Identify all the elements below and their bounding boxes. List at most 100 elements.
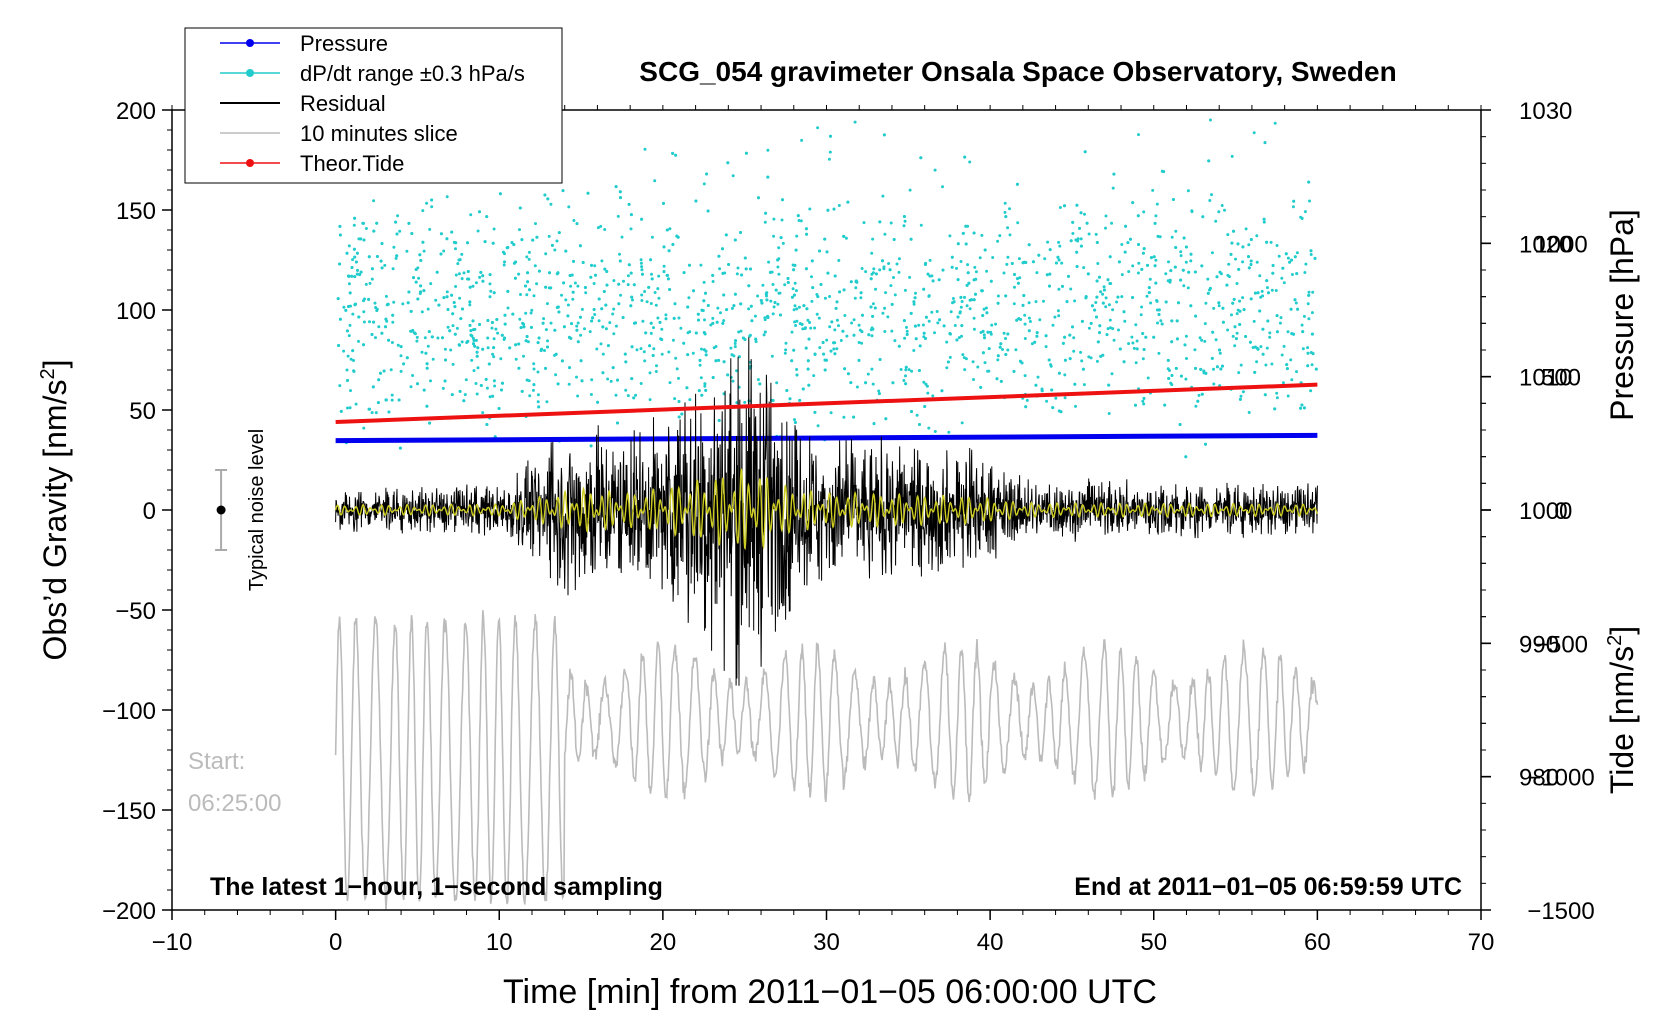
dpdt-point (533, 264, 537, 268)
dpdt-point (907, 368, 911, 372)
dpdt-point (799, 219, 803, 223)
dpdt-point (768, 270, 772, 274)
dpdt-point (927, 319, 931, 323)
dpdt-point (385, 303, 389, 307)
dpdt-point (1241, 390, 1245, 394)
dpdt-point (657, 274, 661, 278)
dpdt-point (570, 273, 574, 277)
dpdt-point (1179, 374, 1183, 378)
dpdt-point (1075, 250, 1079, 254)
dpdt-point (1238, 299, 1242, 303)
dpdt-point (488, 273, 492, 277)
pressure-tick-label: 1030 (1519, 98, 1572, 125)
dpdt-point (776, 302, 780, 306)
dpdt-point (606, 344, 610, 348)
dpdt-point (1031, 260, 1035, 264)
dpdt-point (966, 271, 970, 275)
dpdt-point (1182, 236, 1186, 240)
dpdt-point (511, 312, 515, 316)
dpdt-point (1174, 229, 1178, 233)
dpdt-point (1249, 263, 1253, 266)
dpdt-point (1193, 270, 1197, 274)
dpdt-point (514, 260, 518, 264)
dpdt-point (562, 281, 566, 285)
dpdt-point (484, 377, 488, 381)
dpdt-point (384, 294, 388, 298)
dpdt-point (1023, 337, 1027, 340)
dpdt-point (931, 279, 935, 283)
dpdt-point (1068, 333, 1072, 337)
dpdt-point (442, 249, 446, 253)
dpdt-point (1233, 325, 1237, 329)
dpdt-point (795, 307, 799, 311)
dpdt-point (871, 302, 875, 306)
dpdt-point (1226, 328, 1230, 332)
dpdt-point (1295, 272, 1299, 276)
dpdt-point (592, 308, 596, 311)
dpdt-point (964, 357, 968, 361)
dpdt-point (1308, 199, 1311, 203)
dpdt-point (570, 322, 573, 326)
dpdt-point (379, 259, 383, 263)
dpdt-point (1208, 286, 1212, 290)
dpdt-point (1160, 322, 1164, 326)
dpdt-point (377, 325, 381, 329)
dpdt-point (451, 324, 455, 328)
dpdt-point (596, 226, 600, 230)
dpdt-point (524, 311, 528, 315)
dpdt-point (543, 193, 547, 197)
dpdt-point (803, 327, 807, 331)
start-time: 06:25:00 (188, 790, 281, 817)
dpdt-point (1302, 314, 1306, 318)
dpdt-point (924, 337, 927, 340)
dpdt-point (931, 394, 935, 398)
dpdt-point (941, 268, 945, 272)
dpdt-point (1306, 364, 1310, 368)
dpdt-point (1234, 257, 1237, 261)
dpdt-point (347, 305, 350, 308)
dpdt-point (528, 394, 532, 398)
dpdt-point (777, 272, 781, 276)
dpdt-point (362, 343, 365, 347)
dpdt-point (924, 261, 928, 265)
dpdt-point (905, 325, 908, 329)
dpdt-point (1306, 351, 1310, 355)
dpdt-point (479, 270, 483, 274)
dpdt-point (891, 381, 895, 385)
dpdt-point (1071, 325, 1074, 329)
dpdt-point (792, 268, 796, 272)
dpdt-point (861, 313, 864, 317)
dpdt-point (395, 254, 399, 258)
dpdt-point (1258, 309, 1262, 313)
dpdt-point (1137, 243, 1140, 246)
dpdt-point (1038, 318, 1042, 322)
dpdt-point (864, 270, 868, 274)
dpdt-point (1290, 332, 1294, 336)
chart-title: SCG_054 gravimeter Onsala Space Observat… (639, 56, 1396, 87)
x-tick-label: 40 (977, 929, 1004, 956)
dpdt-point (843, 314, 847, 317)
dpdt-point (717, 419, 721, 422)
dpdt-point (770, 354, 774, 358)
dpdt-point (575, 375, 578, 379)
dpdt-point (492, 227, 496, 231)
dpdt-point (560, 359, 564, 363)
dpdt-point (508, 346, 512, 350)
dpdt-point (660, 352, 664, 356)
dpdt-point (547, 234, 551, 238)
dpdt-point (399, 354, 403, 358)
dpdt-point (439, 232, 443, 236)
dpdt-point (1290, 378, 1294, 382)
dpdt-point (1241, 245, 1245, 249)
dpdt-point (721, 271, 725, 275)
dpdt-point (475, 392, 479, 396)
dpdt-point (604, 303, 608, 307)
dpdt-point (347, 244, 351, 248)
dpdt-point (1140, 305, 1144, 309)
dpdt-point (1262, 220, 1266, 224)
dpdt-point (904, 374, 907, 378)
dpdt-point (591, 316, 595, 320)
dpdt-point (527, 257, 531, 261)
dpdt-point (674, 356, 678, 360)
dpdt-point (1023, 322, 1027, 326)
